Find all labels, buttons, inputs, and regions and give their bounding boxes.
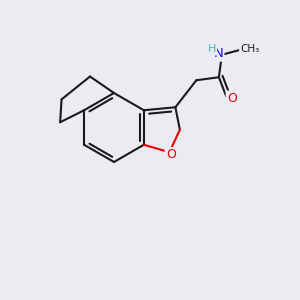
Text: N: N: [213, 47, 223, 60]
Text: CH₃: CH₃: [240, 44, 260, 54]
Text: H: H: [208, 44, 216, 54]
Text: O: O: [227, 92, 237, 105]
Text: O: O: [166, 148, 176, 161]
